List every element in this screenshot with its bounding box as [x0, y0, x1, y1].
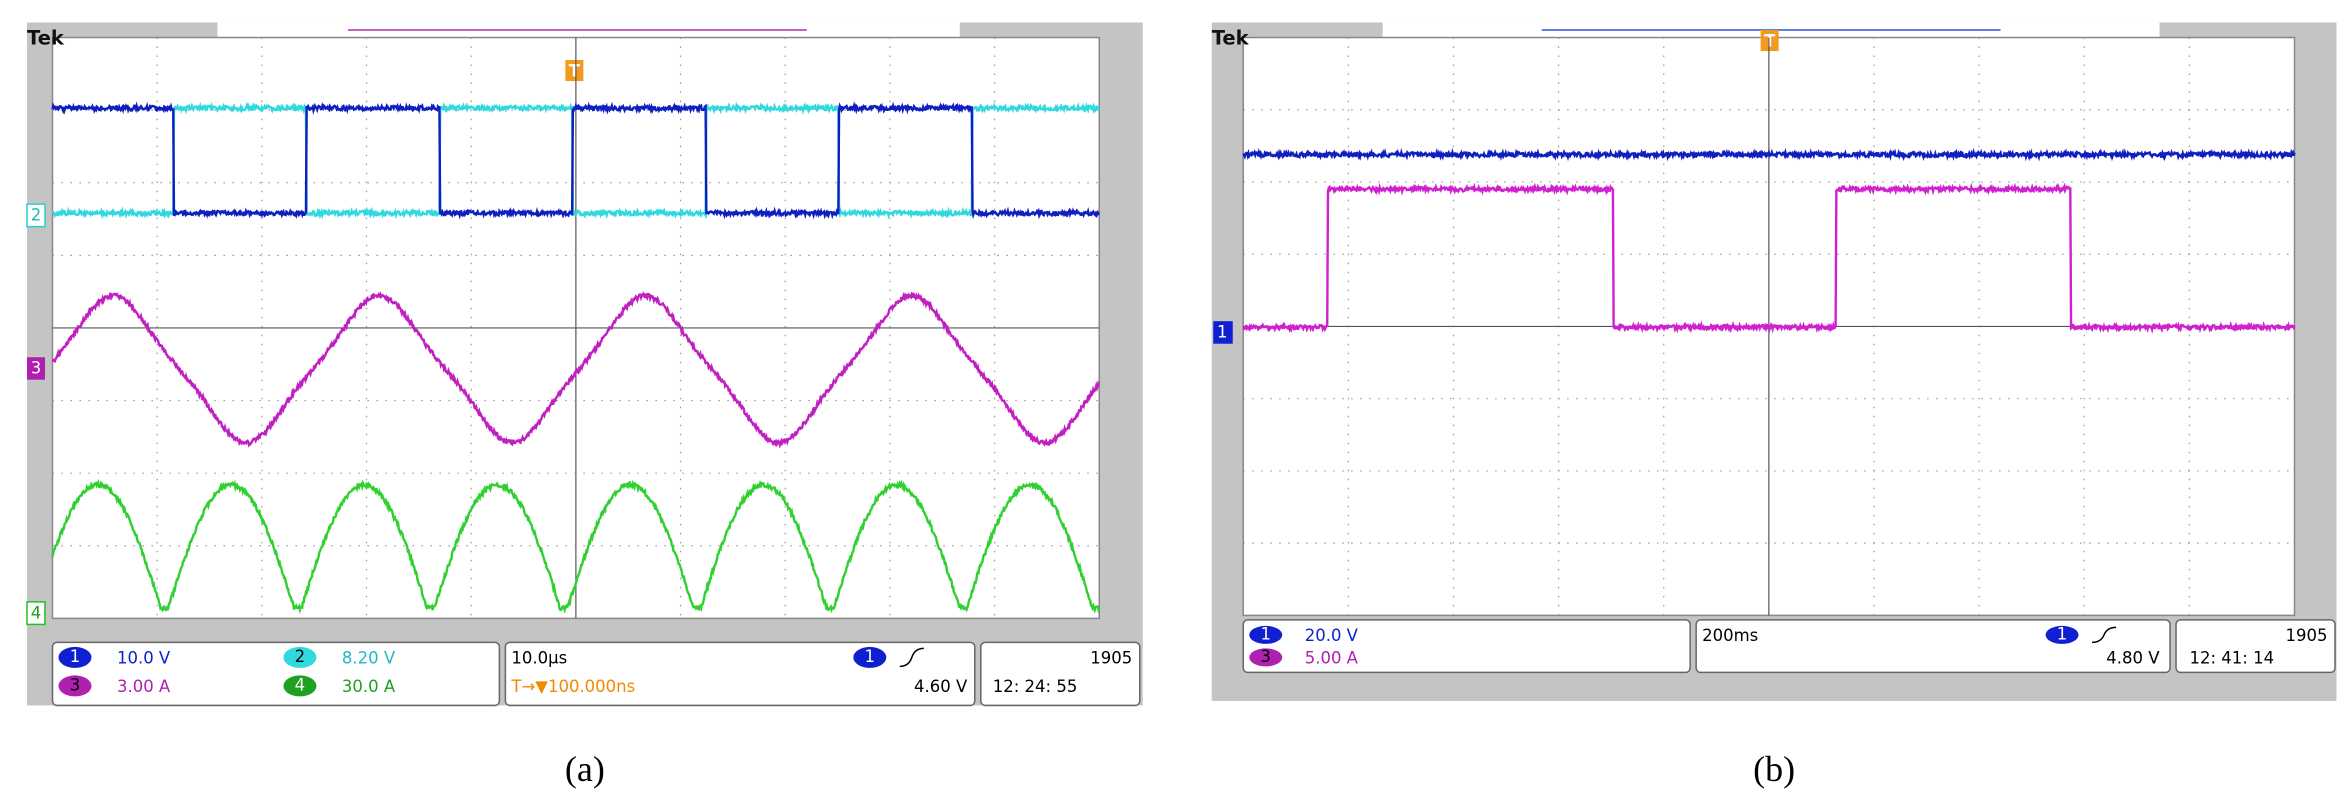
channel-scale: 10.0 V	[117, 648, 171, 667]
trigger-level: 4.60 V	[914, 677, 968, 696]
timebase: 200ms	[1702, 626, 1758, 645]
trigger-level: 4.80 V	[2106, 648, 2160, 667]
trigger-marker: T	[1764, 32, 1776, 51]
scope-b: Tek T 1 1 20.0 V 3 5.00 A 200ms 1 4.80 V…	[1212, 22, 2337, 789]
channel-scale: 5.00 A	[1305, 648, 1359, 667]
channel-id: 3	[1260, 647, 1270, 666]
channel-marker: 2	[31, 206, 41, 225]
ch-marker-bg	[26, 601, 46, 626]
ch-marker-bg	[26, 357, 45, 380]
traces	[51, 37, 2296, 619]
trace-ch4	[51, 478, 1101, 615]
channel-scale: 8.20 V	[342, 648, 396, 667]
channel-id: 1	[70, 647, 80, 666]
clock: 12: 24: 55	[993, 677, 1078, 696]
channel-badge	[1249, 648, 1283, 667]
readout-box	[1242, 619, 1691, 674]
channel-id: 3	[70, 675, 80, 694]
channel-id: 1	[1260, 624, 1270, 643]
record-length: 1905	[1090, 648, 1132, 667]
timebase-box	[1695, 619, 2171, 674]
ch-marker-bg	[1213, 321, 1233, 344]
readout-box	[51, 641, 501, 707]
brand: Tek	[27, 27, 65, 50]
trace-ch2	[51, 101, 1101, 220]
clock: 12: 41: 14	[2190, 648, 2275, 667]
trigger-source: 1	[865, 647, 875, 666]
channel-marker: 1	[1217, 323, 1227, 342]
trace-ch1	[1242, 147, 2296, 162]
caption: (a)	[565, 749, 605, 789]
trace-ch3	[1242, 182, 2296, 334]
record-length: 1905	[2286, 626, 2328, 645]
channel-badge	[58, 646, 92, 668]
trigger-source: 1	[2057, 624, 2067, 643]
timebase-box	[504, 641, 976, 707]
trigger-badge	[2045, 625, 2079, 644]
ch-marker-bg	[26, 203, 46, 228]
trigger-offset: T→▼100.000ns	[510, 677, 635, 696]
channel-badge	[1249, 625, 1283, 644]
clock-box	[980, 641, 1141, 707]
channel-scale: 3.00 A	[117, 677, 171, 696]
brand: Tek	[1212, 27, 1250, 50]
trace-ch3	[51, 291, 1100, 449]
timebase: 10.0µs	[511, 648, 567, 667]
channel-badge	[58, 675, 92, 697]
channel-marker: 3	[31, 359, 41, 378]
channel-marker: 4	[31, 603, 41, 622]
channel-id: 4	[295, 675, 305, 694]
channel-badge	[283, 675, 317, 697]
channel-scale: 30.0 A	[342, 677, 396, 696]
trigger-marker-bg	[1760, 30, 1779, 52]
trigger-marker: T	[569, 62, 581, 81]
scope-a: Tek T 2 3 4 1 10.0 V 2 8.20 V 3 3.00 A 4…	[26, 22, 1143, 789]
channel-scale: 20.0 V	[1305, 626, 1359, 645]
edge-icon	[2092, 626, 2117, 644]
channel-badge	[283, 646, 317, 668]
caption: (b)	[1753, 749, 1795, 789]
trigger-badge	[853, 646, 887, 668]
clock-box	[2175, 619, 2336, 674]
trace-ch1	[51, 101, 1101, 220]
edge-icon	[899, 647, 924, 668]
channel-id: 2	[295, 647, 305, 666]
trigger-marker-bg	[565, 60, 584, 82]
